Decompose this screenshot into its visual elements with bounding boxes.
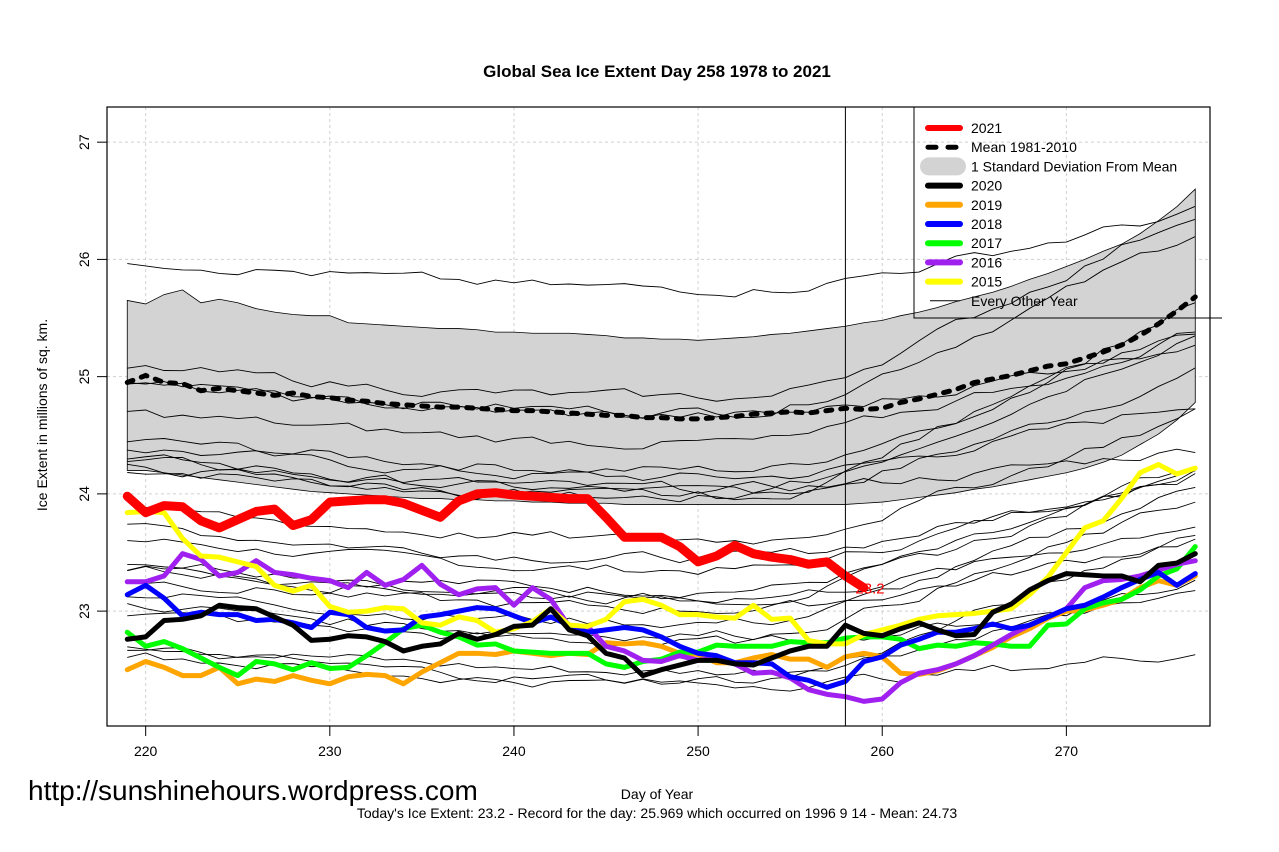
legend-label: 2015: [971, 274, 1002, 290]
axis-ticks: 220 230 240 250 260 270 23 24 25 26 27: [76, 134, 1078, 759]
other-year-line: [127, 218, 1196, 402]
other-year-line: [127, 333, 1196, 450]
chart-title: Global Sea Ice Extent Day 258 1978 to 20…: [483, 62, 831, 81]
other-year-line: [127, 466, 1196, 564]
y-axis-label: Ice Extent in millions of sq. km.: [34, 319, 50, 511]
other-year-line: [127, 448, 1196, 494]
other-year-line: [127, 335, 1196, 494]
other-year-line: [127, 205, 1196, 298]
legend-label: 2016: [971, 254, 1002, 270]
source-url[interactable]: http://sunshinehours.wordpress.com: [28, 775, 478, 806]
x-tick-label: 240: [502, 743, 526, 759]
legend-label: 2018: [971, 216, 1002, 232]
legend: 2021 Mean 1981-2010 1 Standard Deviation F…: [913, 106, 1222, 319]
y-tick-label: 27: [76, 134, 92, 150]
grid: [107, 107, 1210, 726]
highlighted-series: [122, 294, 1198, 704]
series-line-2020: [124, 551, 1198, 679]
series-line-2021: [122, 488, 869, 593]
other-year-line: [127, 367, 1196, 503]
series-line-mean: [124, 294, 1198, 422]
x-tick-label: 270: [1055, 743, 1079, 759]
summary-text: Today's Ice Extent: 23.2 - Record for th…: [357, 805, 958, 821]
x-axis-label: Day of Year: [621, 786, 694, 802]
y-tick-label: 25: [76, 369, 92, 385]
std-dev-band: [126, 188, 1196, 505]
y-tick-label: 23: [76, 603, 92, 619]
legend-label: Every Other Year: [971, 293, 1078, 309]
legend-label: 1 Standard Deviation From Mean: [971, 158, 1177, 174]
std-dev-band-area: [126, 188, 1196, 505]
x-tick-label: 250: [686, 743, 710, 759]
other-year-line: [127, 487, 1196, 629]
other-year-line: [127, 331, 1196, 474]
x-tick-label: 230: [318, 743, 342, 759]
other-year-line: [127, 408, 1196, 481]
series-line-2016: [124, 551, 1198, 704]
x-tick-label: 260: [871, 743, 895, 759]
y-tick-label: 24: [76, 486, 92, 502]
legend-label: 2021: [971, 120, 1002, 136]
legend-label: 2019: [971, 197, 1002, 213]
other-year-line: [127, 526, 1196, 604]
legend-label: Mean 1981-2010: [971, 139, 1077, 155]
other-year-line: [127, 470, 1196, 575]
legend-label: 2020: [971, 178, 1002, 194]
plot-frame: [106, 106, 1211, 727]
series-line-2018: [124, 569, 1198, 690]
x-tick-label: 220: [134, 743, 158, 759]
other-year-line: [127, 302, 1196, 500]
series-line-2015: [124, 462, 1198, 647]
legend-label: 2017: [971, 235, 1002, 251]
current-value-label: 23.2: [855, 581, 884, 598]
legend-swatch: [920, 157, 966, 176]
legend-box: [913, 106, 1211, 319]
y-tick-label: 26: [76, 251, 92, 267]
